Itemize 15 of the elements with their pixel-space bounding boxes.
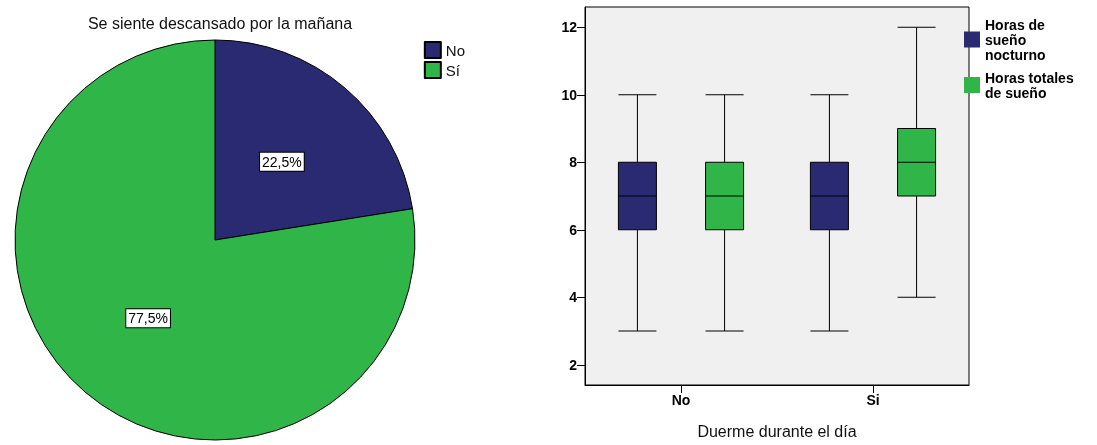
- legend-label: Horas de sueño nocturno: [985, 16, 1049, 63]
- y-tick-label: 2: [569, 356, 578, 373]
- data-label: 77,5%: [128, 310, 168, 327]
- data-label: 22,5%: [262, 153, 302, 170]
- y-tick-label: 8: [569, 154, 578, 171]
- legend-label: Horas totales de sueño: [985, 69, 1078, 101]
- legend-label: No: [445, 41, 466, 59]
- chart-title: Se siente descansado por la mañana: [87, 14, 353, 32]
- y-tick-label: 12: [561, 19, 578, 36]
- legend-label: Sí: [445, 61, 461, 79]
- y-tick-label: 4: [569, 289, 578, 306]
- x-tick-label: Si: [866, 392, 880, 408]
- x-axis-title: Duerme durante el día: [697, 422, 857, 440]
- y-tick-label: 6: [569, 221, 578, 238]
- y-tick-label: 10: [561, 86, 578, 103]
